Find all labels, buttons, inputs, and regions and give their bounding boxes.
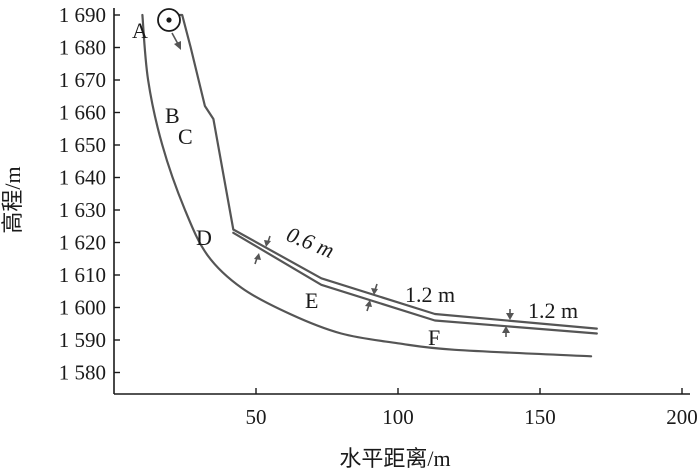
y-tick-label: 1 660 [59, 101, 106, 125]
slide-upper-surface-line [158, 13, 598, 330]
point-label-f: F [428, 325, 440, 350]
y-tick-label: 1 650 [59, 133, 106, 157]
direction-arrow-icon [171, 32, 181, 50]
x-tick-label: 100 [382, 405, 414, 429]
y-tick-label: 1 610 [59, 263, 106, 287]
y-tick-label: 1 680 [59, 36, 106, 60]
thickness-arrows-3 [502, 309, 514, 337]
y-tick-label: 1 620 [59, 231, 106, 255]
start-marker-icon [157, 8, 181, 32]
x-tick-label: 50 [246, 405, 267, 429]
point-label-e: E [305, 288, 318, 313]
y-tick-label: 1 600 [59, 296, 106, 320]
y-tick-label: 1 580 [59, 361, 106, 385]
y-tick-label: 1 590 [59, 328, 106, 352]
thickness-arrows-1 [254, 235, 271, 265]
x-tick-label: 200 [666, 405, 698, 429]
thickness-label-3: 1.2 m [528, 298, 578, 323]
slide-lower-surface-line [232, 231, 598, 335]
y-tick-label: 1 630 [59, 198, 106, 222]
bed-profile-line [141, 13, 593, 358]
point-label-b: B [165, 103, 180, 128]
x-tick-label: 150 [524, 405, 556, 429]
y-tick-label: 1 640 [59, 166, 106, 190]
point-label-d: D [196, 225, 212, 250]
thickness-arrows-2 [365, 283, 378, 312]
point-label-c: C [178, 124, 193, 149]
x-axis-title: 水平距离/m [339, 446, 450, 471]
y-tick-label: 1 690 [59, 3, 106, 27]
y-axis-ticks: 1 690 1 680 1 670 1 660 1 650 1 640 1 630 1 620… [59, 3, 120, 385]
x-axis-ticks: 50 100 150 200 [246, 388, 698, 429]
y-axis-title: 高程/m [0, 166, 25, 233]
thickness-label-1: 0.6 m [283, 221, 338, 262]
thickness-label-2: 1.2 m [405, 282, 455, 307]
point-label-a: A [132, 18, 148, 43]
y-tick-label: 1 670 [59, 68, 106, 92]
